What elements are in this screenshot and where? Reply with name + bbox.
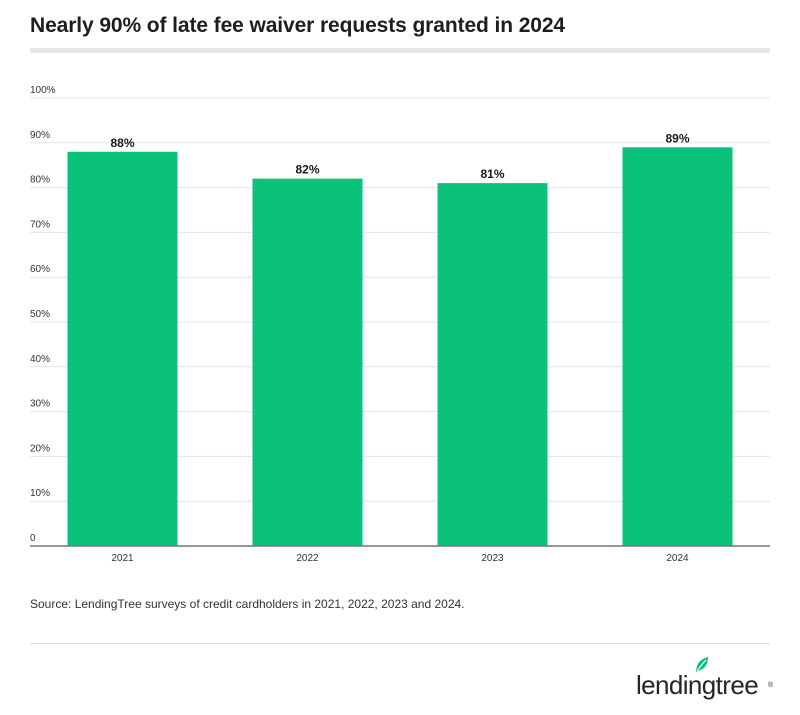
y-tick-label: 40% [30,354,50,365]
x-tick-label: 2022 [296,553,319,564]
bar [252,178,363,546]
data-label: 88% [110,136,134,150]
x-tick-label: 2023 [481,553,504,564]
footer-divider [30,643,770,644]
logo-wordmark: lendingtree [636,670,759,700]
y-tick-label: 30% [30,399,50,410]
y-tick-label: 0 [30,533,36,544]
data-label: 89% [665,131,689,145]
chart-title: Nearly 90% of late fee waiver requests g… [30,14,566,37]
y-tick-label: 10% [30,488,50,499]
bar [67,151,178,546]
y-tick-label: 20% [30,443,50,454]
y-tick-label: 50% [30,309,50,320]
y-tick-label: 70% [30,219,50,230]
bar [622,147,733,546]
data-label: 82% [295,163,319,177]
leaf-icon [696,657,708,673]
title-divider [30,48,770,53]
y-tick-label: 90% [30,130,50,141]
x-tick-label: 2021 [111,553,134,564]
registered-mark: ® [768,682,774,689]
data-label: 81% [480,167,504,181]
bar-chart: 0 10% 20% 30% 40% 50% 60% 70% 80% 90% 100% 88% 2021 8… [30,85,770,564]
lendingtree-logo: lendingtree ® [636,656,776,700]
x-tick-label: 2024 [666,553,689,564]
y-tick-label: 100% [30,85,56,96]
bar [437,183,548,546]
y-tick-label: 80% [30,175,50,186]
y-tick-label: 60% [30,264,50,275]
source-note: Source: LendingTree surveys of credit ca… [30,597,465,611]
